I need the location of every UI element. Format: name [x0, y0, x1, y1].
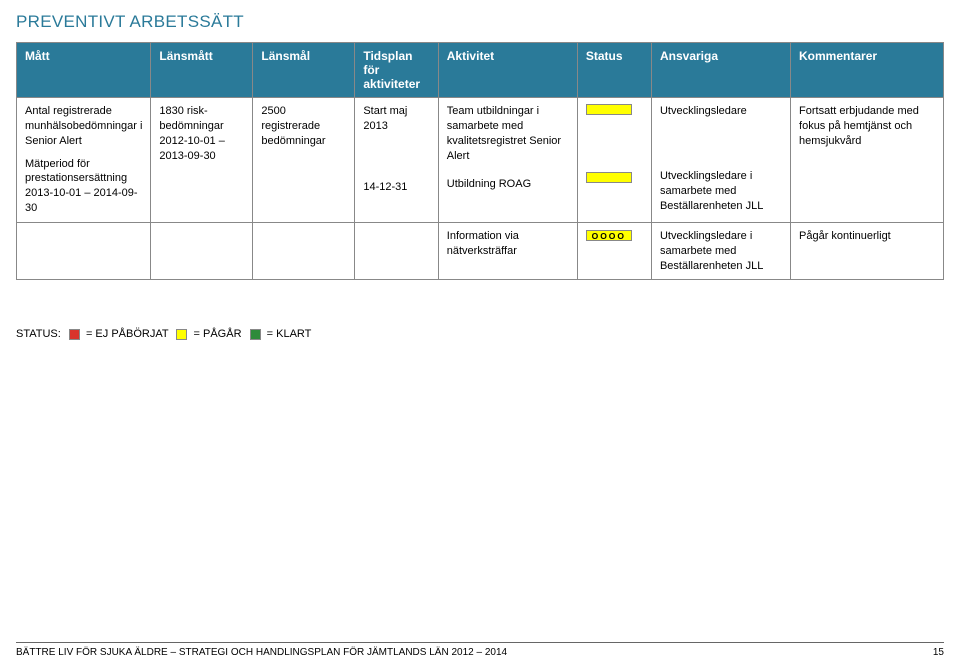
cell-kommentarer: Fortsatt erbjudande med fokus på hemtjän… — [791, 98, 944, 223]
col-lansmal: Länsmål — [253, 43, 355, 98]
cell-lansmatt: 1830 risk-bedömningar 2012-10-01 – 2013-… — [151, 98, 253, 223]
col-aktivitet: Aktivitet — [438, 43, 577, 98]
page-footer: BÄTTRE LIV FÖR SJUKA ÄLDRE – STRATEGI OC… — [16, 642, 944, 658]
cell-matt-empty — [17, 222, 151, 280]
cell-aktivitet: Team utbildningar i samarbete med kvalit… — [438, 98, 577, 223]
table-row: Information via nätverksträffar OOOO Utv… — [17, 222, 944, 280]
cell-status-2: OOOO — [577, 222, 651, 280]
status-indicator-yellow — [586, 172, 632, 183]
legend-pagar: = PÅGÅR — [194, 328, 242, 340]
col-matt: Mått — [17, 43, 151, 98]
table-header: Mått Länsmått Länsmål Tidsplan för aktiv… — [17, 43, 944, 98]
cell-status — [577, 98, 651, 223]
status-legend: STATUS: = EJ PÅBÖRJAT = PÅGÅR = KLART — [16, 328, 944, 340]
footer-text: BÄTTRE LIV FÖR SJUKA ÄLDRE – STRATEGI OC… — [16, 647, 507, 658]
legend-klart: = KLART — [267, 328, 312, 340]
legend-chip-yellow — [176, 329, 187, 340]
aktivitet-b: Utbildning ROAG — [447, 177, 569, 192]
cell-ansvariga-2: Utvecklingsledare i samarbete med Bestäl… — [651, 222, 790, 280]
col-status: Status — [577, 43, 651, 98]
cell-ansvariga: Utvecklingsledare Utvecklingsledare i sa… — [651, 98, 790, 223]
tidsplan-b: 14-12-31 — [363, 180, 429, 195]
col-tidsplan: Tidsplan för aktiviteter — [355, 43, 438, 98]
status-indicator-yellow — [586, 104, 632, 115]
legend-ej: = EJ PÅBÖRJAT — [86, 328, 168, 340]
cell-lansmatt-empty — [151, 222, 253, 280]
cell-lansmal-empty — [253, 222, 355, 280]
cell-lansmal: 2500 registrerade bedömningar — [253, 98, 355, 223]
legend-label: STATUS: — [16, 328, 61, 340]
matt-text-2: Mätperiod för prestationsersättning 2013… — [25, 157, 142, 216]
ansvariga-b: Utvecklingsledare i samarbete med Bestäl… — [660, 169, 782, 214]
cell-tidsplan: Start maj 2013 14-12-31 — [355, 98, 438, 223]
ansvariga-a: Utvecklingsledare — [660, 104, 782, 119]
col-lansmatt: Länsmått — [151, 43, 253, 98]
aktivitet-a: Team utbildningar i samarbete med kvalit… — [447, 104, 569, 163]
cell-matt: Antal registrerade munhälsobedömningar i… — [17, 98, 151, 223]
footer-page: 15 — [933, 647, 944, 658]
cell-kommentarer-2: Pågår kontinuerligt — [791, 222, 944, 280]
matt-text-1: Antal registrerade munhälsobedömningar i… — [25, 104, 142, 149]
legend-chip-red — [69, 329, 80, 340]
status-indicator-oooo: OOOO — [586, 230, 632, 241]
tidsplan-a: Start maj 2013 — [363, 104, 429, 134]
col-kommentarer: Kommentarer — [791, 43, 944, 98]
activity-table: Mått Länsmått Länsmål Tidsplan för aktiv… — [16, 42, 944, 280]
section-title: PREVENTIVT ARBETSSÄTT — [16, 12, 944, 32]
col-ansvariga: Ansvariga — [651, 43, 790, 98]
cell-tidsplan-empty — [355, 222, 438, 280]
legend-chip-green — [250, 329, 261, 340]
cell-aktivitet-2: Information via nätverksträffar — [438, 222, 577, 280]
